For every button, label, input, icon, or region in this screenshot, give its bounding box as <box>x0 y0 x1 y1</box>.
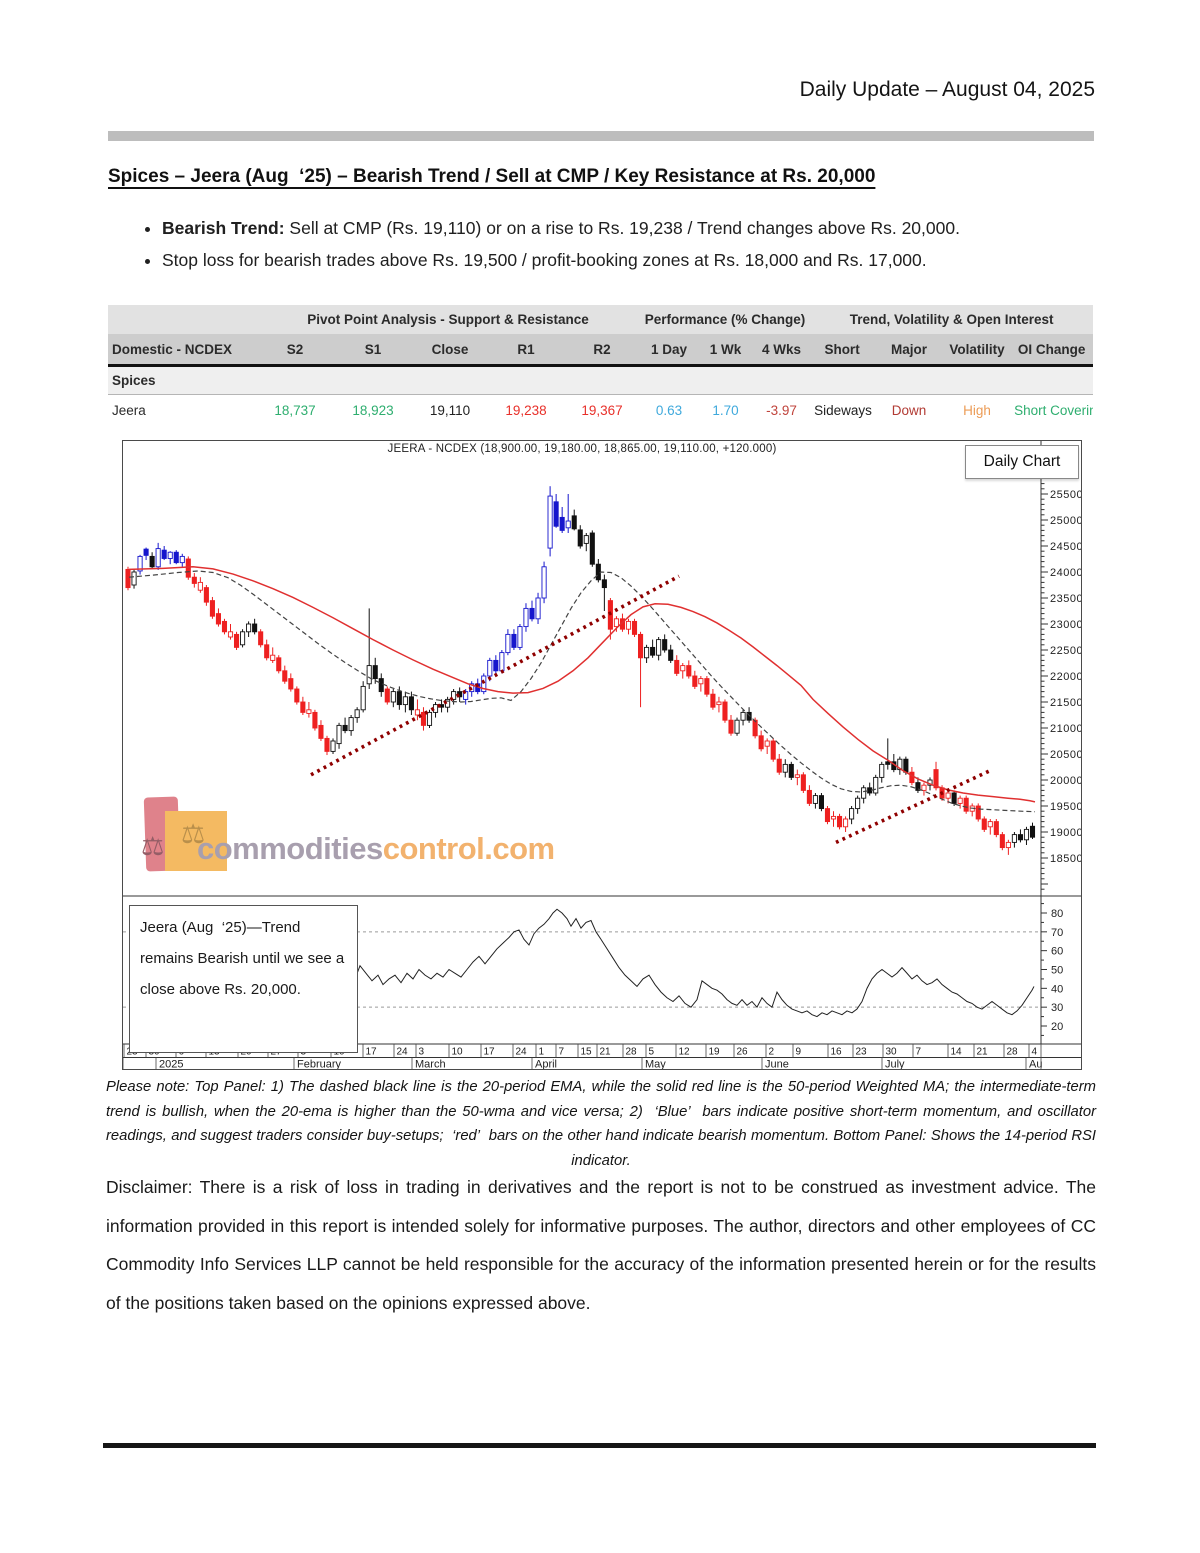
chart-note: Please note: Top Panel: 1) The dashed bl… <box>106 1079 1096 1169</box>
svg-text:80: 80 <box>1051 908 1063 920</box>
table-section-row: Spices <box>108 365 1094 395</box>
svg-text:3: 3 <box>419 1047 425 1058</box>
svg-text:25500: 25500 <box>1050 489 1081 501</box>
svg-text:28: 28 <box>626 1047 638 1058</box>
svg-text:28: 28 <box>1007 1047 1019 1058</box>
svg-text:23000: 23000 <box>1050 619 1081 631</box>
cell-major-trend: Down <box>874 394 945 426</box>
svg-text:20000: 20000 <box>1050 775 1081 787</box>
svg-text:March: March <box>415 1059 446 1070</box>
svg-text:17: 17 <box>366 1047 378 1058</box>
svg-text:40: 40 <box>1051 983 1063 995</box>
svg-text:2: 2 <box>769 1047 775 1058</box>
group-header-performance: Performance (% Change) <box>640 305 811 334</box>
svg-text:10: 10 <box>452 1047 464 1058</box>
svg-text:April: April <box>535 1059 557 1070</box>
svg-text:14: 14 <box>951 1047 963 1058</box>
header-date: Daily Update – August 04, 2025 <box>799 78 1095 101</box>
cell-r1: 19,238 <box>488 394 564 426</box>
svg-text:24000: 24000 <box>1050 567 1081 579</box>
chart-canvas: 2550025000245002400023500230002250022000… <box>122 441 1083 1071</box>
watermark-text: commoditiescontrol.com <box>197 831 555 866</box>
svg-text:June: June <box>765 1059 789 1070</box>
section-label: Spices <box>108 365 1094 395</box>
summary-bullets: Bearish Trend: Sell at CMP (Rs. 19,110) … <box>136 218 1096 282</box>
svg-text:60: 60 <box>1051 946 1063 958</box>
svg-text:Au: Au <box>1029 1059 1042 1070</box>
svg-text:26: 26 <box>737 1047 749 1058</box>
svg-text:23: 23 <box>856 1047 868 1058</box>
cell-s2: 18,737 <box>256 394 334 426</box>
svg-text:21: 21 <box>600 1047 612 1058</box>
cell-name: Jeera <box>108 394 256 426</box>
svg-text:19500: 19500 <box>1050 801 1081 813</box>
cell-s1: 18,923 <box>334 394 412 426</box>
table-column-header-row: Domestic - NCDEX S2 S1 Close R1 R2 1 Day… <box>108 334 1094 367</box>
commoditiescontrol-watermark: ⚖ ⚖ commoditiescontrol.com <box>139 791 555 891</box>
cell-r2: 19,367 <box>564 394 641 426</box>
svg-text:1: 1 <box>539 1047 545 1058</box>
svg-text:30: 30 <box>886 1047 898 1058</box>
svg-text:19: 19 <box>709 1047 721 1058</box>
cell-1day: 0.63 <box>640 394 699 426</box>
svg-text:50: 50 <box>1051 965 1063 977</box>
svg-text:9: 9 <box>796 1047 802 1058</box>
svg-text:7: 7 <box>559 1047 565 1058</box>
svg-text:17: 17 <box>484 1047 496 1058</box>
svg-text:July: July <box>885 1059 905 1070</box>
cell-close: 19,110 <box>412 394 488 426</box>
cell-1wk: 1.70 <box>698 394 754 426</box>
pivot-table: Pivot Point Analysis - Support & Resista… <box>108 305 1094 426</box>
cell-4wks: -3.97 <box>753 394 811 426</box>
cell-short-trend: Sideways <box>810 394 875 426</box>
svg-text:May: May <box>645 1059 666 1070</box>
svg-text:4: 4 <box>1032 1047 1038 1058</box>
svg-text:25000: 25000 <box>1050 515 1081 527</box>
svg-text:70: 70 <box>1051 927 1063 939</box>
scales-icon: ⚖ <box>181 819 206 849</box>
svg-text:5: 5 <box>649 1047 655 1058</box>
svg-text:21: 21 <box>977 1047 989 1058</box>
footer-divider-bar <box>103 1443 1096 1448</box>
svg-text:23500: 23500 <box>1050 593 1081 605</box>
scales-icon: ⚖ <box>141 831 165 861</box>
bullet-item: Bearish Trend: Sell at CMP (Rs. 19,110) … <box>162 218 1096 239</box>
svg-text:22000: 22000 <box>1050 671 1081 683</box>
svg-text:19000: 19000 <box>1050 827 1081 839</box>
header-divider-bar <box>108 131 1094 141</box>
daily-chart-label: Daily Chart <box>965 445 1079 479</box>
svg-text:7: 7 <box>916 1047 922 1058</box>
cell-volatility: High <box>944 394 1011 426</box>
svg-text:21500: 21500 <box>1050 697 1081 709</box>
svg-text:21000: 21000 <box>1050 723 1081 735</box>
chart-title: JEERA - NCDEX (18,900.00, 19,180.00, 18,… <box>387 443 777 455</box>
svg-text:20: 20 <box>1051 1021 1063 1033</box>
group-header-trend: Trend, Volatility & Open Interest <box>810 305 1094 334</box>
svg-text:12: 12 <box>679 1047 691 1058</box>
table-row: Jeera 18,737 18,923 19,110 19,238 19,367… <box>108 394 1094 426</box>
cell-oi-change: Short Covering <box>1010 394 1094 426</box>
svg-text:24500: 24500 <box>1050 541 1081 553</box>
svg-text:15: 15 <box>581 1047 593 1058</box>
group-header-pivot: Pivot Point Analysis - Support & Resista… <box>256 305 641 334</box>
svg-text:24: 24 <box>397 1047 409 1058</box>
svg-text:20500: 20500 <box>1050 749 1081 761</box>
svg-text:16: 16 <box>831 1047 843 1058</box>
svg-text:18500: 18500 <box>1050 853 1081 865</box>
page-title: Spices – Jeera (Aug ‘25) – Bearish Trend… <box>108 166 876 187</box>
bullet-item: Stop loss for bearish trades above Rs. 1… <box>162 250 1096 271</box>
table-group-header-row: Pivot Point Analysis - Support & Resista… <box>108 305 1094 334</box>
chart-annotation-box: Jeera (Aug ‘25)—Trend remains Bearish un… <box>129 905 358 1053</box>
svg-text:30: 30 <box>1051 1002 1063 1014</box>
disclaimer-text: Disclaimer: There is a risk of loss in t… <box>106 1177 1096 1313</box>
svg-text:2025: 2025 <box>159 1059 183 1070</box>
watermark-logo-orange-block <box>165 811 227 871</box>
svg-text:22500: 22500 <box>1050 645 1081 657</box>
svg-text:February: February <box>297 1059 342 1070</box>
svg-text:24: 24 <box>516 1047 528 1058</box>
price-chart-frame: ⚖ ⚖ commoditiescontrol.com 25500 25000 245… <box>122 440 1083 1071</box>
